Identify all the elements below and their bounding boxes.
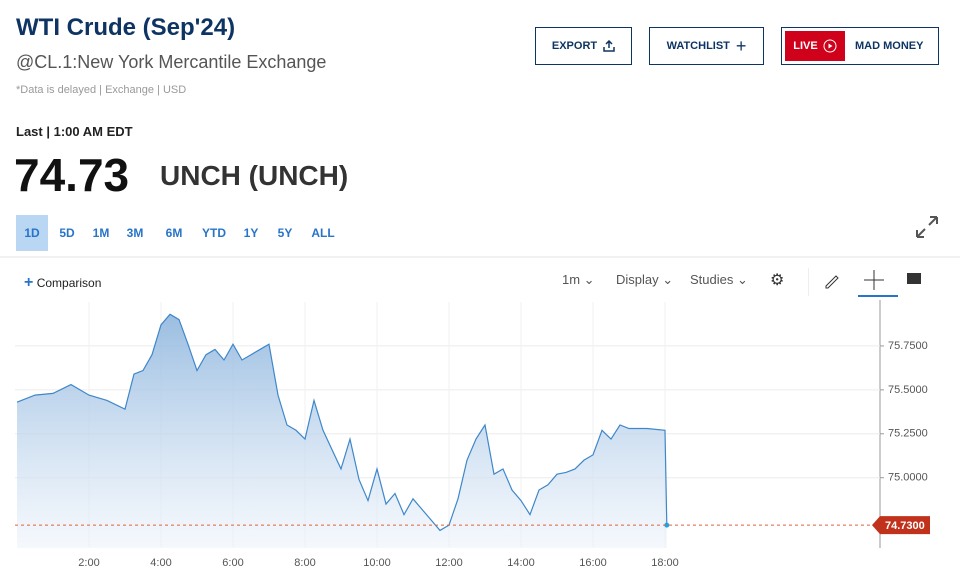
icon	[823, 39, 837, 53]
range-button[interactable]: 5Y	[277, 226, 293, 240]
last-price-label: 74.7300	[885, 520, 925, 532]
watchlist-button[interactable]: WATCHLIST +	[649, 27, 764, 65]
draw-icon[interactable]	[825, 275, 839, 289]
y-tick-label: 75.0000	[888, 472, 928, 484]
change: UNCH (UNCH)	[160, 160, 349, 191]
subtitle: @CL.1:New York Mercantile Exchange	[16, 52, 327, 72]
range-button[interactable]: YTD	[202, 226, 226, 240]
comment-icon[interactable]	[907, 273, 921, 284]
interval-menu[interactable]: 1m ⌄	[562, 272, 595, 287]
icon	[603, 40, 615, 52]
title: WTI Crude (Sep'24)	[16, 14, 236, 41]
range-button[interactable]: 6M	[165, 226, 183, 240]
x-tick-label: 2:00	[78, 557, 99, 569]
studies-menu[interactable]: Studies ⌄	[690, 272, 748, 287]
range-button[interactable]: 1M	[92, 226, 110, 240]
x-tick-label: 14:00	[507, 557, 535, 569]
range-button[interactable]: 1Y	[243, 226, 259, 240]
range-button[interactable]: 1D	[16, 215, 48, 251]
last-price-box	[872, 516, 930, 535]
line	[16, 313, 668, 532]
settings-icon[interactable]: ⚙	[770, 272, 785, 289]
x-tick-label: 10:00	[363, 557, 391, 569]
live-badge: LIVE	[785, 31, 845, 61]
x-tick-label: 8:00	[294, 557, 315, 569]
export-button[interactable]: EXPORT	[535, 27, 632, 65]
toolbar-label: Display	[616, 272, 659, 287]
note: *Data is delayed | Exchange | USD	[16, 84, 187, 96]
tool-icons	[808, 268, 921, 297]
toolbar-label: Comparison	[36, 276, 102, 290]
x-tick-label: 4:00	[150, 557, 171, 569]
y-tick-label: 75.2500	[888, 428, 928, 440]
x-tick-label: 16:00	[579, 557, 607, 569]
last-point	[664, 522, 670, 528]
last-label: Last | 1:00 AM EDT	[16, 124, 133, 139]
display-menu[interactable]: Display ⌄	[616, 272, 674, 287]
y-tick-label: 75.5000	[888, 384, 928, 396]
crosshair-icon[interactable]	[864, 270, 884, 290]
live-button[interactable]: LIVE MAD MONEY	[781, 27, 939, 65]
x-tick-label: 18:00	[651, 557, 679, 569]
range-button[interactable]: 5D	[59, 226, 75, 240]
button-label: LIVE	[793, 40, 818, 52]
button-label: WATCHLIST	[666, 40, 730, 52]
price: 74.73	[14, 149, 130, 201]
button-label: MAD MONEY	[855, 40, 924, 52]
range-button[interactable]: 3M	[126, 226, 144, 240]
x-tick-label: 12:00	[435, 557, 463, 569]
comparison-button[interactable]: + Comparison	[24, 274, 102, 291]
icon: +	[735, 35, 747, 56]
y-tick-label: 75.7500	[888, 340, 928, 352]
toolbar-label: Studies	[690, 272, 734, 287]
button-label: EXPORT	[551, 40, 598, 52]
toolbar-label: 1m	[562, 272, 581, 287]
x-tick-label: 6:00	[222, 557, 243, 569]
range-button[interactable]: ALL	[311, 226, 335, 240]
expand-icon[interactable]	[914, 214, 940, 240]
area	[17, 314, 667, 548]
